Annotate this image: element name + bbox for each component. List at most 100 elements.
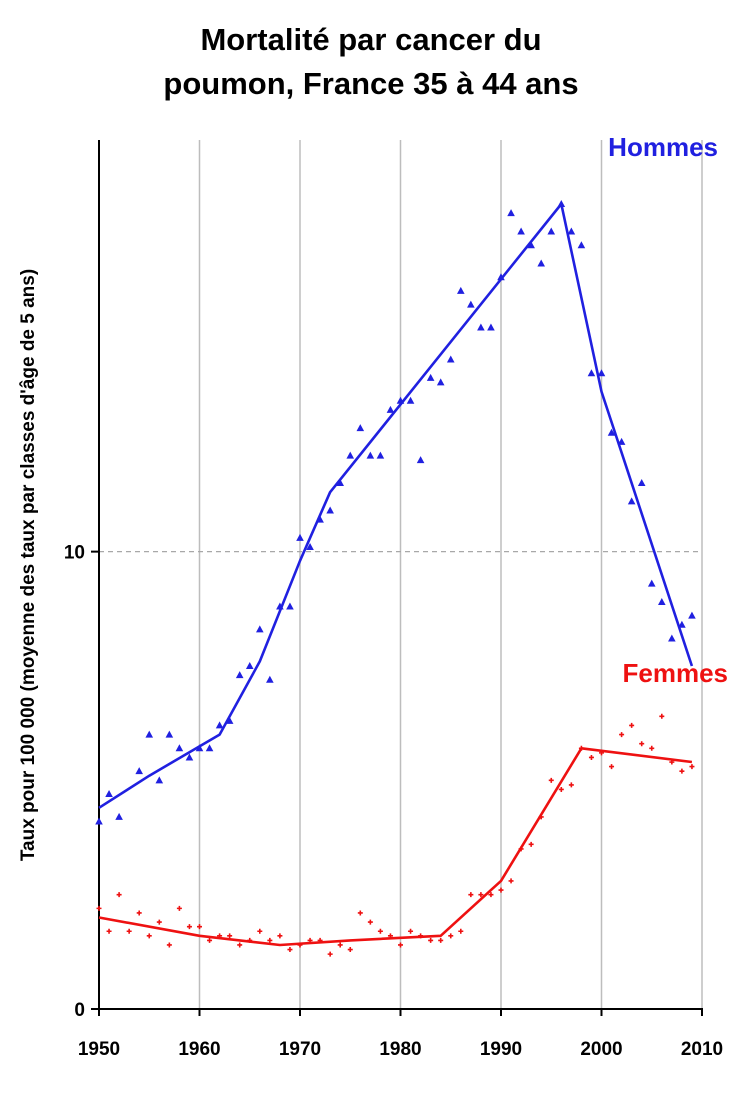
point-femmes-1997 <box>568 782 574 788</box>
point-femmes-1954 <box>136 910 142 916</box>
point-femmes-1953 <box>126 928 132 934</box>
point-femmes-1979 <box>387 933 393 939</box>
series-hommes: Hommes <box>95 132 718 825</box>
point-hommes-1963 <box>225 716 234 724</box>
point-hommes-1998 <box>577 241 586 249</box>
point-hommes-1974 <box>336 479 344 487</box>
point-femmes-1994 <box>538 814 544 820</box>
tick-labels: 1950 1960 1970 1980 1990 2000 2010 0 10 <box>64 543 723 1060</box>
point-femmes-1973 <box>327 951 333 957</box>
point-femmes-1988 <box>478 892 484 898</box>
point-hommes-1951 <box>105 790 113 798</box>
point-hommes-1956 <box>155 776 164 784</box>
point-hommes-2009 <box>688 611 696 619</box>
point-hommes-1984 <box>436 378 445 386</box>
point-hommes-1978 <box>376 451 385 459</box>
point-femmes-2007 <box>669 759 675 765</box>
point-hommes-1952 <box>115 812 123 820</box>
point-hommes-1985 <box>446 355 455 363</box>
point-femmes-1968 <box>277 933 283 939</box>
point-hommes-1987 <box>467 300 475 308</box>
point-femmes-1969 <box>287 947 293 953</box>
point-femmes-1996 <box>558 786 564 792</box>
point-femmes-1978 <box>377 928 383 934</box>
point-femmes-1957 <box>166 942 172 948</box>
point-femmes-1964 <box>237 942 243 948</box>
point-femmes-1989 <box>488 892 494 898</box>
point-femmes-1950 <box>96 905 102 911</box>
point-femmes-1955 <box>146 933 152 939</box>
point-femmes-1981 <box>408 928 414 934</box>
point-femmes-1959 <box>186 924 192 930</box>
point-hommes-1997 <box>567 227 576 235</box>
point-femmes-1951 <box>106 928 112 934</box>
grid <box>99 140 703 1009</box>
point-femmes-1990 <box>498 887 504 893</box>
point-hommes-1995 <box>547 227 556 235</box>
point-femmes-1995 <box>548 777 554 783</box>
point-femmes-1993 <box>528 841 534 847</box>
point-hommes-1961 <box>205 744 214 752</box>
point-hommes-1993 <box>527 241 535 249</box>
point-hommes-1959 <box>185 753 194 761</box>
point-femmes-1952 <box>116 892 122 898</box>
axes <box>91 140 703 1016</box>
point-femmes-1961 <box>207 937 213 943</box>
point-femmes-2008 <box>679 768 685 774</box>
point-hommes-1973 <box>326 506 334 514</box>
point-hommes-1958 <box>175 744 184 752</box>
point-femmes-1992 <box>518 846 524 852</box>
series-femmes: Femmes <box>96 658 728 957</box>
point-hommes-1965 <box>245 661 254 669</box>
point-femmes-1986 <box>458 928 464 934</box>
point-femmes-1956 <box>156 919 162 925</box>
point-hommes-1968 <box>276 602 284 610</box>
point-femmes-1962 <box>217 933 223 939</box>
x-tick-label-2010: 2010 <box>681 1039 723 1060</box>
point-femmes-1963 <box>227 933 233 939</box>
point-hommes-1977 <box>366 451 375 459</box>
point-hommes-1990 <box>497 273 505 281</box>
y-tick-label-0: 0 <box>74 1000 85 1021</box>
point-femmes-1967 <box>267 937 273 943</box>
point-hommes-2000 <box>597 369 606 377</box>
point-femmes-1984 <box>438 937 444 943</box>
point-hommes-1994 <box>537 259 545 267</box>
y-tick-label-10: 10 <box>64 543 85 564</box>
point-hommes-1981 <box>406 396 415 404</box>
point-femmes-2005 <box>649 745 655 751</box>
x-tick-label-1970: 1970 <box>279 1039 321 1060</box>
point-femmes-1965 <box>247 937 253 943</box>
point-hommes-1971 <box>306 543 314 551</box>
chart-title-line-2: poumon, France 35 à 44 ans <box>163 66 579 101</box>
x-tick-label-1980: 1980 <box>379 1039 421 1060</box>
point-hommes-1976 <box>356 424 365 432</box>
point-hommes-1988 <box>477 323 485 331</box>
point-hommes-1972 <box>316 515 324 523</box>
point-hommes-1996 <box>557 200 566 208</box>
series-layer: Hommes Femmes <box>95 132 728 957</box>
point-femmes-1960 <box>197 924 202 930</box>
point-femmes-1958 <box>176 905 182 911</box>
point-femmes-1966 <box>257 928 263 934</box>
point-hommes-1999 <box>587 369 596 377</box>
point-femmes-1983 <box>428 937 434 943</box>
point-femmes-1985 <box>448 933 454 939</box>
point-femmes-1977 <box>367 919 373 925</box>
point-hommes-1969 <box>286 602 294 610</box>
point-hommes-1954 <box>135 767 143 775</box>
point-femmes-1980 <box>398 942 403 948</box>
point-hommes-1975 <box>346 451 355 459</box>
point-hommes-1979 <box>386 405 395 413</box>
point-hommes-1991 <box>507 209 515 217</box>
point-hommes-1964 <box>235 671 244 679</box>
point-hommes-2002 <box>617 437 626 445</box>
point-hommes-1982 <box>416 456 425 464</box>
x-tick-label-1950: 1950 <box>78 1039 120 1060</box>
point-hommes-1980 <box>396 396 405 404</box>
point-femmes-2004 <box>639 741 645 747</box>
point-hommes-1960 <box>195 744 204 752</box>
point-femmes-1972 <box>317 937 323 943</box>
point-hommes-2007 <box>668 634 676 642</box>
